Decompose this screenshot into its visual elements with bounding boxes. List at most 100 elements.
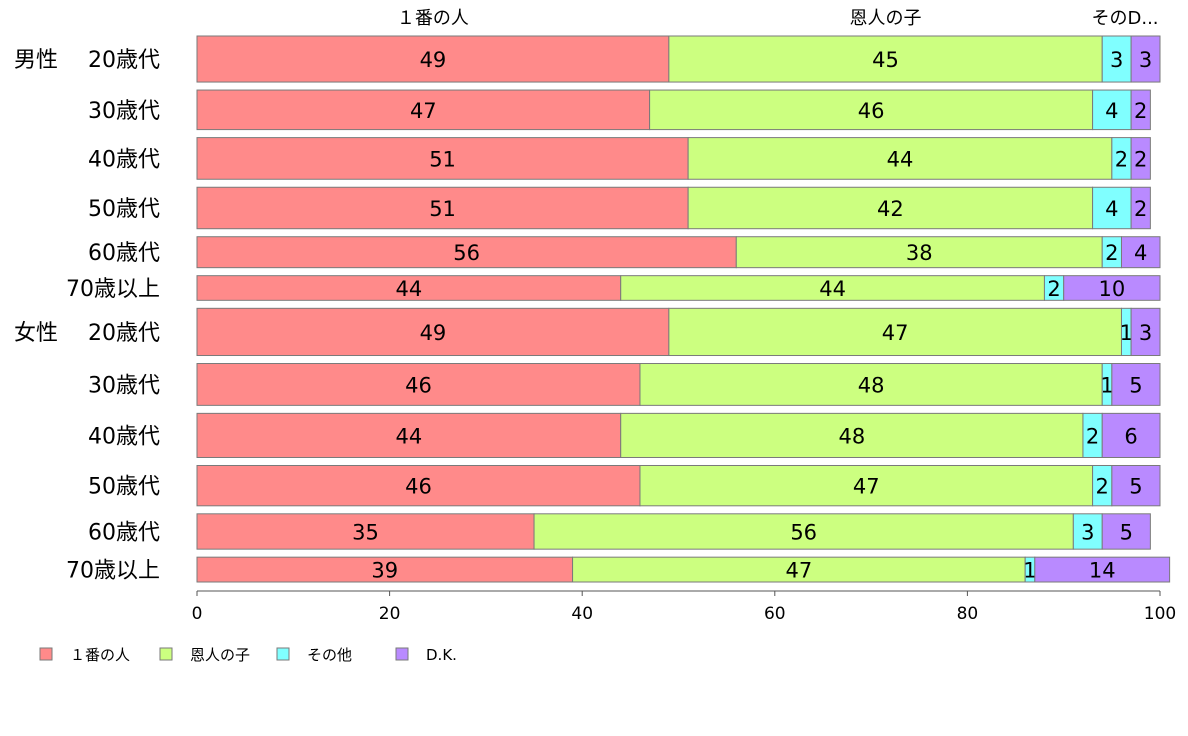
- category-label: 50歳代: [88, 475, 160, 500]
- data-label: 5: [1129, 475, 1142, 499]
- bar-row: 30歳代 46 48 1 5: [88, 363, 1161, 406]
- data-label: 49: [420, 48, 447, 72]
- group-label: 男性: [14, 48, 58, 73]
- bar-segment: [196, 464, 641, 507]
- data-label: 38: [906, 241, 933, 265]
- legend-item: 恩人の子: [159, 646, 250, 664]
- data-label: 1: [1023, 559, 1036, 583]
- data-label: 2: [1115, 147, 1128, 171]
- bar-row: 20歳代 49 47 1 3: [88, 307, 1161, 357]
- bar-segment: [196, 307, 670, 357]
- bar-segment: [196, 35, 670, 83]
- data-label: 4: [1134, 241, 1147, 265]
- data-label: 3: [1081, 520, 1094, 544]
- bar-segment: [668, 35, 1103, 83]
- legend-label: １番の人: [70, 646, 130, 664]
- x-tick-label: 20: [379, 604, 401, 624]
- column-header: 恩人の子: [850, 8, 922, 29]
- legend-label: 恩人の子: [190, 646, 250, 664]
- bar-segment: [196, 236, 737, 269]
- bar-row: 40歳代 51 44 2 2: [88, 137, 1151, 180]
- category-label: 40歳代: [88, 147, 160, 172]
- bar-segment: [1101, 513, 1151, 550]
- column-header: そのD...: [1091, 8, 1158, 29]
- data-label: 48: [858, 373, 885, 397]
- bar-segment: [639, 363, 1103, 406]
- data-label: 51: [429, 147, 456, 171]
- data-label: 47: [786, 559, 813, 583]
- data-label: 3: [1110, 48, 1123, 72]
- bar-segment: [196, 363, 641, 406]
- bar-segment: [735, 236, 1103, 269]
- data-label: 39: [371, 559, 398, 583]
- data-label: 35: [352, 520, 379, 544]
- data-label: 1: [1120, 321, 1133, 345]
- category-label: 50歳代: [88, 197, 160, 222]
- data-label: 44: [395, 424, 422, 448]
- bar-segment: [1111, 464, 1161, 507]
- data-label: 51: [429, 197, 456, 221]
- bar-row: 60歳代 35 56 3 5: [88, 513, 1151, 550]
- bar-segment: [1130, 137, 1151, 180]
- data-label: 2: [1134, 197, 1147, 221]
- legend-item: D.K.: [395, 646, 457, 664]
- data-label: 5: [1129, 373, 1142, 397]
- data-label: 5: [1120, 520, 1133, 544]
- x-tick-label: 40: [571, 604, 593, 624]
- bar-segment: [1063, 275, 1161, 301]
- category-label: 70歳以上: [66, 277, 160, 302]
- data-label: 2: [1096, 475, 1109, 499]
- bar-segment: [1130, 35, 1161, 83]
- bar-segment: [1101, 412, 1161, 458]
- data-label: 46: [405, 475, 432, 499]
- data-label: 48: [838, 424, 865, 448]
- bar-segment: [687, 186, 1094, 230]
- bar-segment: [639, 464, 1094, 507]
- data-label: 14: [1089, 559, 1116, 583]
- data-label: 56: [453, 241, 480, 265]
- bar-row: 70歳以上 44 44 2 10: [66, 275, 1161, 302]
- bar-segment: [196, 89, 651, 131]
- bar-segment: [668, 307, 1122, 357]
- bar-segment: [1101, 35, 1132, 83]
- category-label: 30歳代: [88, 373, 160, 398]
- legend-label: D.K.: [426, 646, 457, 664]
- data-label: 2: [1134, 99, 1147, 123]
- data-label: 2: [1134, 147, 1147, 171]
- category-label: 40歳代: [88, 424, 160, 449]
- data-label: 56: [790, 520, 817, 544]
- data-label: 49: [420, 321, 447, 345]
- data-label: 42: [877, 197, 904, 221]
- legend-item: その他: [276, 646, 352, 664]
- legend-item: １番の人: [39, 646, 130, 664]
- data-label: 46: [858, 99, 885, 123]
- data-label: 1: [1100, 373, 1113, 397]
- data-label: 6: [1124, 424, 1137, 448]
- category-label: 30歳代: [88, 99, 160, 124]
- x-tick-label: 60: [764, 604, 786, 624]
- bar-row: 70歳以上 39 47 1 14: [66, 556, 1171, 584]
- data-label: 2: [1086, 424, 1099, 448]
- bar-segment: [1111, 363, 1161, 406]
- bar-row: 60歳代 56 38 2 4: [88, 236, 1161, 269]
- bar-segment: [1034, 556, 1171, 583]
- x-tick-label: 0: [192, 604, 203, 624]
- bar-segment: [620, 412, 1084, 458]
- x-tick-label: 80: [957, 604, 979, 624]
- bar-row: 40歳代 44 48 2 6: [88, 412, 1161, 458]
- bar-segment: [196, 137, 689, 180]
- category-label: 60歳代: [88, 241, 160, 266]
- category-label: 60歳代: [88, 520, 160, 545]
- legend-swatch: [395, 647, 409, 661]
- bar-segment: [196, 556, 574, 583]
- bar-segment: [620, 275, 1045, 301]
- bar-segment: [1092, 89, 1132, 131]
- category-label: 70歳以上: [66, 559, 160, 584]
- column-header: １番の人: [397, 8, 469, 29]
- bar-row: 20歳代 49 45 3 3: [88, 35, 1161, 83]
- data-label: 3: [1139, 321, 1152, 345]
- category-label: 20歳代: [88, 48, 160, 73]
- bar-segment: [687, 137, 1113, 180]
